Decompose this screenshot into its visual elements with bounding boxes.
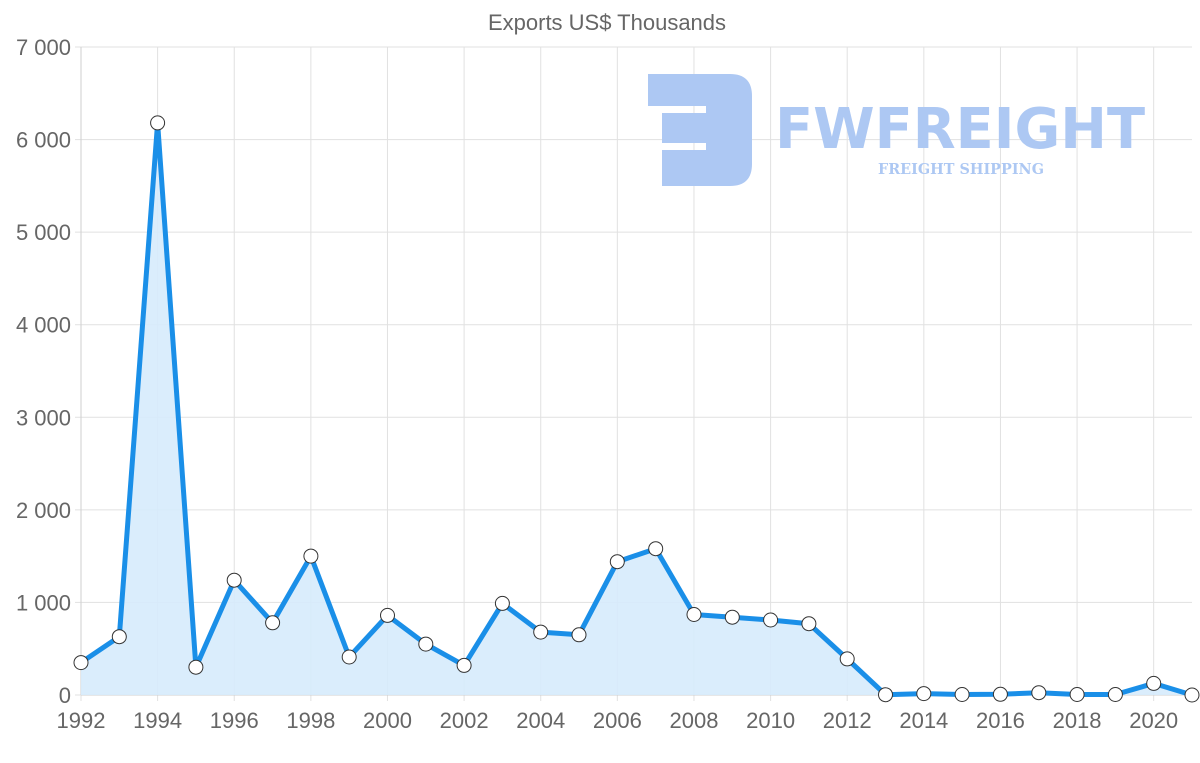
y-tick-label: 2 000: [16, 498, 71, 523]
data-point[interactable]: 1997: 780: [265, 615, 281, 631]
y-tick-label: 7 000: [16, 35, 71, 60]
data-point[interactable]: 2018: 5: [1069, 687, 1085, 702]
y-axis: 0 1 000 2 000 3 000 4 000 5 000 6 000 7 000: [16, 35, 82, 708]
data-point[interactable]: 2016: 8: [992, 686, 1008, 702]
data-point[interactable]: 2006: 1440: [609, 554, 625, 570]
y-tick-label: 5 000: [16, 220, 71, 245]
data-point[interactable]: 2011: 770: [801, 616, 817, 632]
x-axis: 1992 1994 1996 1998 2000 2002 2004 2006 2008 2010…: [57, 694, 1192, 733]
data-point[interactable]: 1995: 300: [188, 659, 204, 675]
data-point[interactable]: 1992: 350: [73, 655, 89, 671]
data-points: 1992: 350 1993: 630 1994: 6180 1995: 300 199…: [73, 115, 1200, 703]
data-point[interactable]: 2000: 860: [380, 607, 395, 623]
data-point[interactable]: 1996: 1240: [226, 572, 242, 588]
x-tick-label: 2010: [746, 708, 795, 733]
x-tick-label: 2008: [669, 708, 718, 733]
x-tick-label: 2004: [516, 708, 565, 733]
data-point[interactable]: 2005: 650: [571, 627, 587, 643]
chart-title: Exports US$ Thousands: [488, 10, 726, 35]
data-point[interactable]: 1998: 1500: [303, 548, 319, 564]
x-tick-label: 1992: [57, 708, 106, 733]
data-point[interactable]: 2019: 5: [1107, 687, 1123, 702]
data-point[interactable]: 2007: 1580: [648, 541, 664, 557]
data-point[interactable]: 2015: 5: [954, 687, 970, 702]
watermark-brand: FWFREIGHT: [775, 97, 1145, 162]
data-point[interactable]: 2012: 390: [839, 651, 855, 667]
watermark-tagline: FREIGHT SHIPPING: [878, 160, 1044, 178]
data-point[interactable]: 2002: 320: [456, 657, 472, 673]
watermark-logo: FWFREIGHT FREIGHT SHIPPING: [648, 74, 1145, 186]
x-tick-label: 2012: [823, 708, 872, 733]
x-tick-label: 2020: [1129, 708, 1178, 733]
data-point[interactable]: 2003: 990: [494, 595, 510, 611]
data-point[interactable]: 1999: 410: [341, 649, 357, 665]
data-point[interactable]: 2001: 550: [418, 636, 434, 652]
data-point[interactable]: 2009: 840: [724, 609, 740, 625]
data-point[interactable]: 2017: 25: [1031, 685, 1047, 701]
series-area-fill: [81, 122, 1192, 695]
x-tick-label: 2016: [976, 708, 1025, 733]
y-tick-label: 4 000: [16, 313, 71, 338]
x-tick-label: 2006: [593, 708, 642, 733]
data-point[interactable]: 2013: 3: [878, 687, 893, 703]
data-point[interactable]: 2010: 810: [763, 612, 779, 628]
data-point[interactable]: 2021: 0: [1184, 687, 1200, 703]
x-tick-label: 2018: [1053, 708, 1102, 733]
data-point[interactable]: 1994: 6180: [150, 115, 166, 131]
data-point[interactable]: 1993: 630: [111, 629, 127, 645]
x-tick-label: 1996: [210, 708, 259, 733]
fwfreight-logo-icon: [648, 74, 752, 186]
x-tick-label: 1994: [133, 708, 182, 733]
data-point[interactable]: 2004: 680: [533, 624, 549, 640]
data-point[interactable]: 2008: 870: [686, 607, 702, 622]
y-tick-label: 0: [59, 683, 71, 708]
x-tick-label: 2000: [363, 708, 412, 733]
x-tick-label: 1998: [286, 708, 335, 733]
data-point[interactable]: 2020: 125: [1146, 675, 1162, 691]
y-tick-label: 3 000: [16, 405, 71, 430]
grid-lines: [75, 46, 1192, 701]
x-tick-label: 2014: [899, 708, 948, 733]
data-point[interactable]: 2014: 15: [916, 686, 932, 702]
x-tick-label: 2002: [440, 708, 489, 733]
y-tick-label: 6 000: [16, 128, 71, 153]
y-tick-label: 1 000: [16, 590, 71, 615]
